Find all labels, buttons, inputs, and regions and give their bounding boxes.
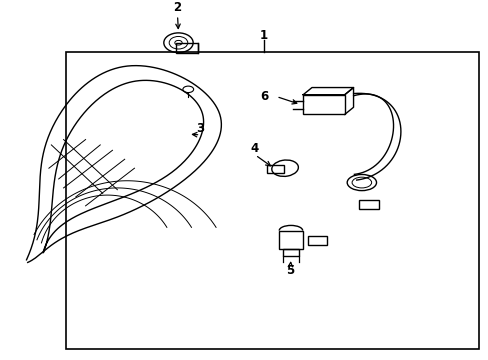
Text: 4: 4 <box>250 142 258 155</box>
Text: 2: 2 <box>173 1 181 14</box>
Text: 6: 6 <box>260 90 267 103</box>
Text: 3: 3 <box>196 122 204 135</box>
Bar <box>359 200 378 209</box>
Text: 1: 1 <box>260 29 267 42</box>
Bar <box>283 249 298 256</box>
Bar <box>303 95 344 114</box>
Text: 5: 5 <box>286 264 294 277</box>
Bar <box>266 165 283 172</box>
Bar <box>176 43 198 53</box>
Bar <box>66 52 478 349</box>
Bar <box>279 231 302 249</box>
Bar <box>307 235 326 244</box>
